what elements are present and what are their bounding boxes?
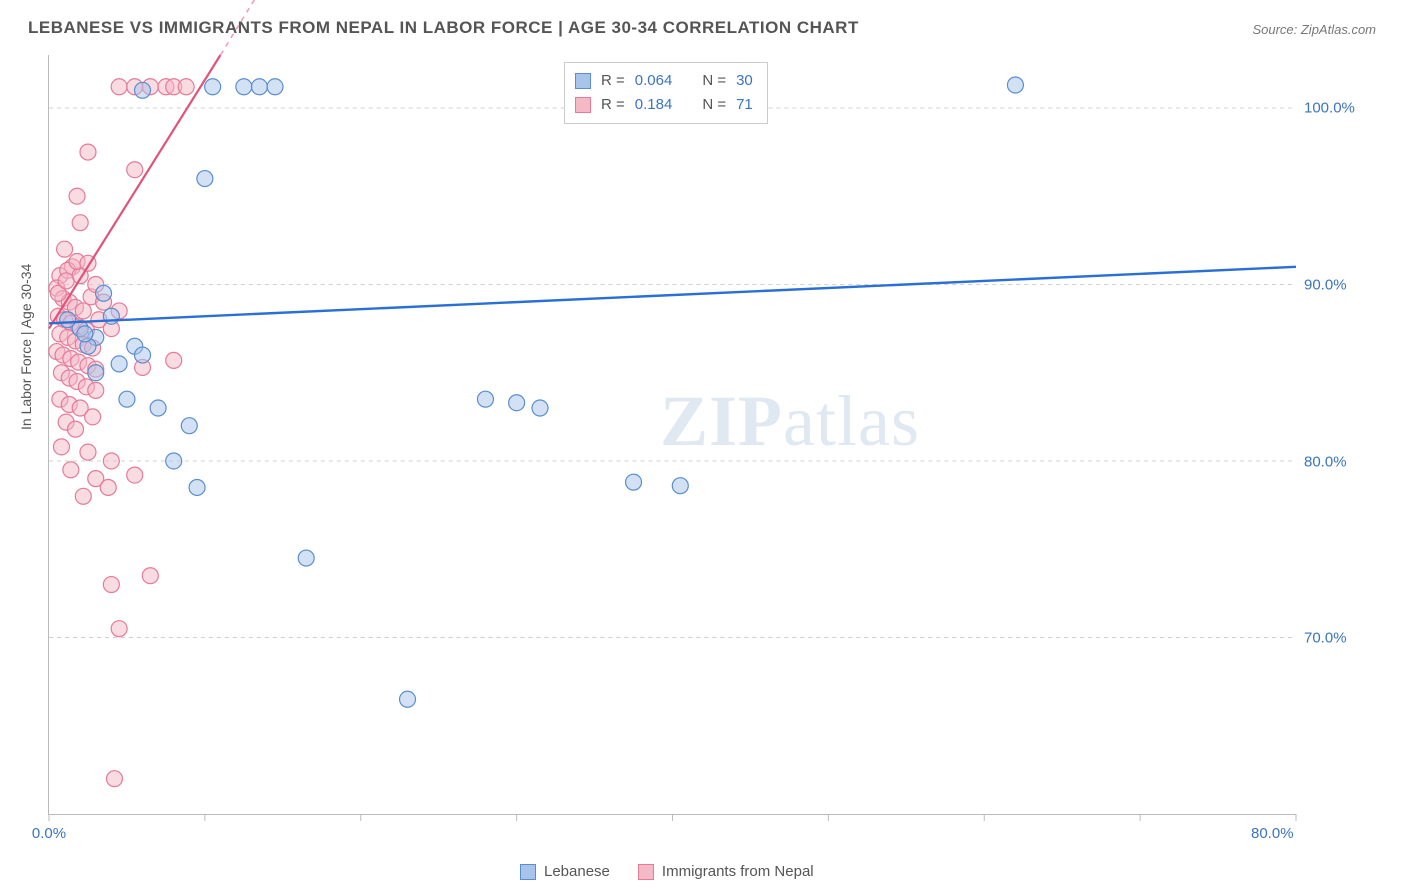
data-point (75, 488, 91, 504)
swatch-nepal (638, 864, 654, 880)
data-point (400, 691, 416, 707)
data-point (69, 188, 85, 204)
chart-title: LEBANESE VS IMMIGRANTS FROM NEPAL IN LAB… (28, 18, 859, 38)
n-value-lebanese: 30 (736, 69, 753, 93)
data-point (72, 215, 88, 231)
data-point (106, 771, 122, 787)
data-point (205, 79, 221, 95)
data-point (267, 79, 283, 95)
data-point (1007, 77, 1023, 93)
data-point (532, 400, 548, 416)
x-tick-label: 0.0% (32, 825, 66, 842)
y-tick-label: 100.0% (1304, 100, 1374, 117)
swatch-nepal (575, 97, 591, 113)
y-axis-label: In Labor Force | Age 30-34 (18, 264, 34, 430)
legend-label: Lebanese (544, 863, 610, 880)
trend-line (49, 267, 1296, 323)
data-point (236, 79, 252, 95)
data-point (178, 79, 194, 95)
y-tick-label: 70.0% (1304, 630, 1374, 647)
data-point (88, 382, 104, 398)
data-point (75, 303, 91, 319)
data-point (166, 352, 182, 368)
data-point (57, 241, 73, 257)
data-point (127, 162, 143, 178)
data-point (58, 273, 74, 289)
data-point (103, 453, 119, 469)
y-tick-label: 90.0% (1304, 276, 1374, 293)
data-point (111, 621, 127, 637)
data-point (135, 347, 151, 363)
swatch-lebanese (575, 73, 591, 89)
legend-item-nepal: Immigrants from Nepal (638, 863, 814, 880)
data-point (80, 444, 96, 460)
data-point (111, 79, 127, 95)
stats-row-nepal: R = 0.184 N = 71 (575, 93, 753, 117)
n-label: N = (702, 93, 726, 117)
source-label: Source: ZipAtlas.com (1252, 22, 1376, 37)
n-label: N = (702, 69, 726, 93)
data-point (166, 453, 182, 469)
data-point (68, 421, 84, 437)
y-tick-label: 80.0% (1304, 453, 1374, 470)
data-point (88, 365, 104, 381)
n-value-nepal: 71 (736, 93, 753, 117)
data-point (189, 479, 205, 495)
r-label: R = (601, 69, 625, 93)
data-point (135, 82, 151, 98)
data-point (85, 409, 101, 425)
legend-item-lebanese: Lebanese (520, 863, 610, 880)
data-point (150, 400, 166, 416)
data-point (96, 285, 112, 301)
chart-svg (49, 55, 1296, 814)
swatch-lebanese (520, 864, 536, 880)
r-value-nepal: 0.184 (635, 93, 673, 117)
plot-area: 70.0%80.0%90.0%100.0% 0.0%80.0% (48, 55, 1296, 815)
data-point (477, 391, 493, 407)
data-point (119, 391, 135, 407)
data-point (103, 577, 119, 593)
data-point (111, 356, 127, 372)
data-point (509, 395, 525, 411)
stats-row-lebanese: R = 0.064 N = 30 (575, 69, 753, 93)
data-point (298, 550, 314, 566)
data-point (100, 479, 116, 495)
stats-legend-box: R = 0.064 N = 30 R = 0.184 N = 71 (564, 62, 768, 124)
r-value-lebanese: 0.064 (635, 69, 673, 93)
legend-label: Immigrants from Nepal (662, 863, 814, 880)
x-tick-label: 80.0% (1251, 825, 1294, 842)
data-point (53, 439, 69, 455)
data-point (63, 462, 79, 478)
data-point (197, 171, 213, 187)
data-point (251, 79, 267, 95)
legend-bottom: Lebanese Immigrants from Nepal (520, 863, 814, 880)
data-point (77, 326, 93, 342)
r-label: R = (601, 93, 625, 117)
data-point (626, 474, 642, 490)
data-point (181, 418, 197, 434)
data-point (672, 478, 688, 494)
data-point (142, 568, 158, 584)
data-point (127, 467, 143, 483)
data-point (80, 144, 96, 160)
